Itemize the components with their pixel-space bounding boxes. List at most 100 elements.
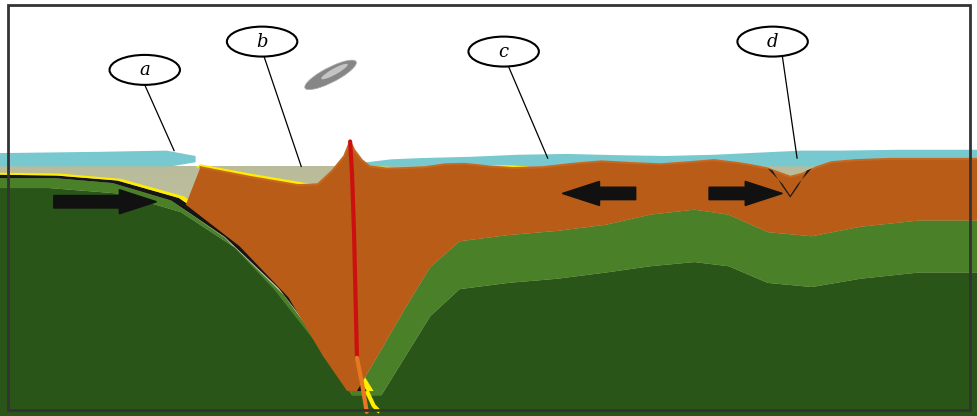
- Bar: [0, 379, 977, 383]
- Text: a: a: [140, 61, 149, 79]
- Bar: [0, 281, 977, 285]
- Bar: [0, 320, 977, 324]
- Bar: [0, 274, 977, 278]
- Bar: [0, 163, 977, 167]
- Polygon shape: [0, 175, 366, 391]
- Text: b: b: [256, 32, 268, 51]
- Bar: [0, 242, 977, 245]
- Bar: [0, 304, 977, 308]
- Polygon shape: [0, 178, 977, 395]
- Polygon shape: [195, 164, 313, 185]
- Bar: [0, 327, 977, 331]
- Ellipse shape: [305, 60, 356, 90]
- Bar: [0, 238, 977, 243]
- Bar: [0, 156, 977, 161]
- Bar: [0, 255, 977, 259]
- Bar: [0, 297, 977, 301]
- Bar: [0, 324, 977, 327]
- Bar: [0, 405, 977, 409]
- Bar: [0, 199, 977, 203]
- Bar: [0, 287, 977, 292]
- Bar: [0, 225, 977, 229]
- Bar: [0, 192, 977, 196]
- Bar: [0, 291, 977, 295]
- Bar: [0, 330, 977, 334]
- Text: c: c: [498, 42, 508, 61]
- Bar: [0, 258, 977, 262]
- Bar: [0, 340, 977, 344]
- Bar: [0, 222, 977, 226]
- Bar: [0, 215, 977, 220]
- Bar: [0, 314, 977, 318]
- Bar: [0, 307, 977, 311]
- Bar: [0, 347, 977, 350]
- Bar: [0, 160, 977, 164]
- Bar: [0, 402, 977, 406]
- Bar: [0, 294, 977, 298]
- Bar: [0, 353, 977, 357]
- Bar: [0, 373, 977, 377]
- Bar: [0, 179, 977, 183]
- Polygon shape: [0, 173, 373, 391]
- Bar: [0, 202, 977, 206]
- Bar: [0, 369, 977, 374]
- Bar: [0, 300, 977, 305]
- Bar: [0, 277, 977, 282]
- Bar: [0, 284, 977, 288]
- Bar: [0, 343, 977, 347]
- Bar: [0, 153, 977, 157]
- Bar: [0, 366, 977, 370]
- Bar: [0, 359, 977, 364]
- Bar: [0, 337, 977, 341]
- Bar: [0, 386, 977, 390]
- Bar: [0, 412, 977, 416]
- Bar: [0, 212, 977, 216]
- Bar: [0, 268, 977, 272]
- Bar: [0, 186, 977, 190]
- Bar: [0, 245, 977, 249]
- Polygon shape: [767, 168, 811, 198]
- Bar: [0, 166, 977, 170]
- Bar: [0, 363, 977, 367]
- Bar: [0, 271, 977, 275]
- Bar: [0, 176, 977, 180]
- Bar: [0, 409, 977, 413]
- Bar: [0, 376, 977, 380]
- Circle shape: [468, 37, 538, 67]
- Bar: [0, 251, 977, 255]
- Bar: [0, 173, 977, 177]
- Bar: [0, 219, 977, 223]
- Bar: [0, 169, 977, 173]
- Bar: [0, 261, 977, 265]
- FancyArrow shape: [708, 181, 782, 206]
- Bar: [0, 392, 977, 396]
- Polygon shape: [0, 188, 977, 416]
- Bar: [0, 317, 977, 321]
- Bar: [0, 382, 977, 386]
- Bar: [0, 228, 977, 233]
- Bar: [0, 183, 977, 187]
- Bar: [0, 209, 977, 213]
- Bar: [0, 399, 977, 403]
- Bar: [0, 356, 977, 360]
- FancyArrow shape: [54, 190, 156, 214]
- Polygon shape: [0, 151, 195, 166]
- Bar: [0, 248, 977, 252]
- Text: d: d: [766, 32, 778, 51]
- Bar: [0, 232, 977, 236]
- Bar: [0, 333, 977, 337]
- Bar: [0, 196, 977, 200]
- Ellipse shape: [320, 64, 348, 79]
- Bar: [0, 389, 977, 393]
- Polygon shape: [347, 150, 977, 166]
- Bar: [0, 310, 977, 314]
- Bar: [0, 265, 977, 269]
- FancyArrow shape: [562, 181, 635, 206]
- Polygon shape: [376, 165, 528, 171]
- Circle shape: [109, 55, 180, 85]
- Bar: [0, 235, 977, 239]
- Bar: [0, 189, 977, 193]
- Polygon shape: [186, 141, 977, 391]
- Bar: [0, 396, 977, 400]
- Bar: [0, 0, 977, 166]
